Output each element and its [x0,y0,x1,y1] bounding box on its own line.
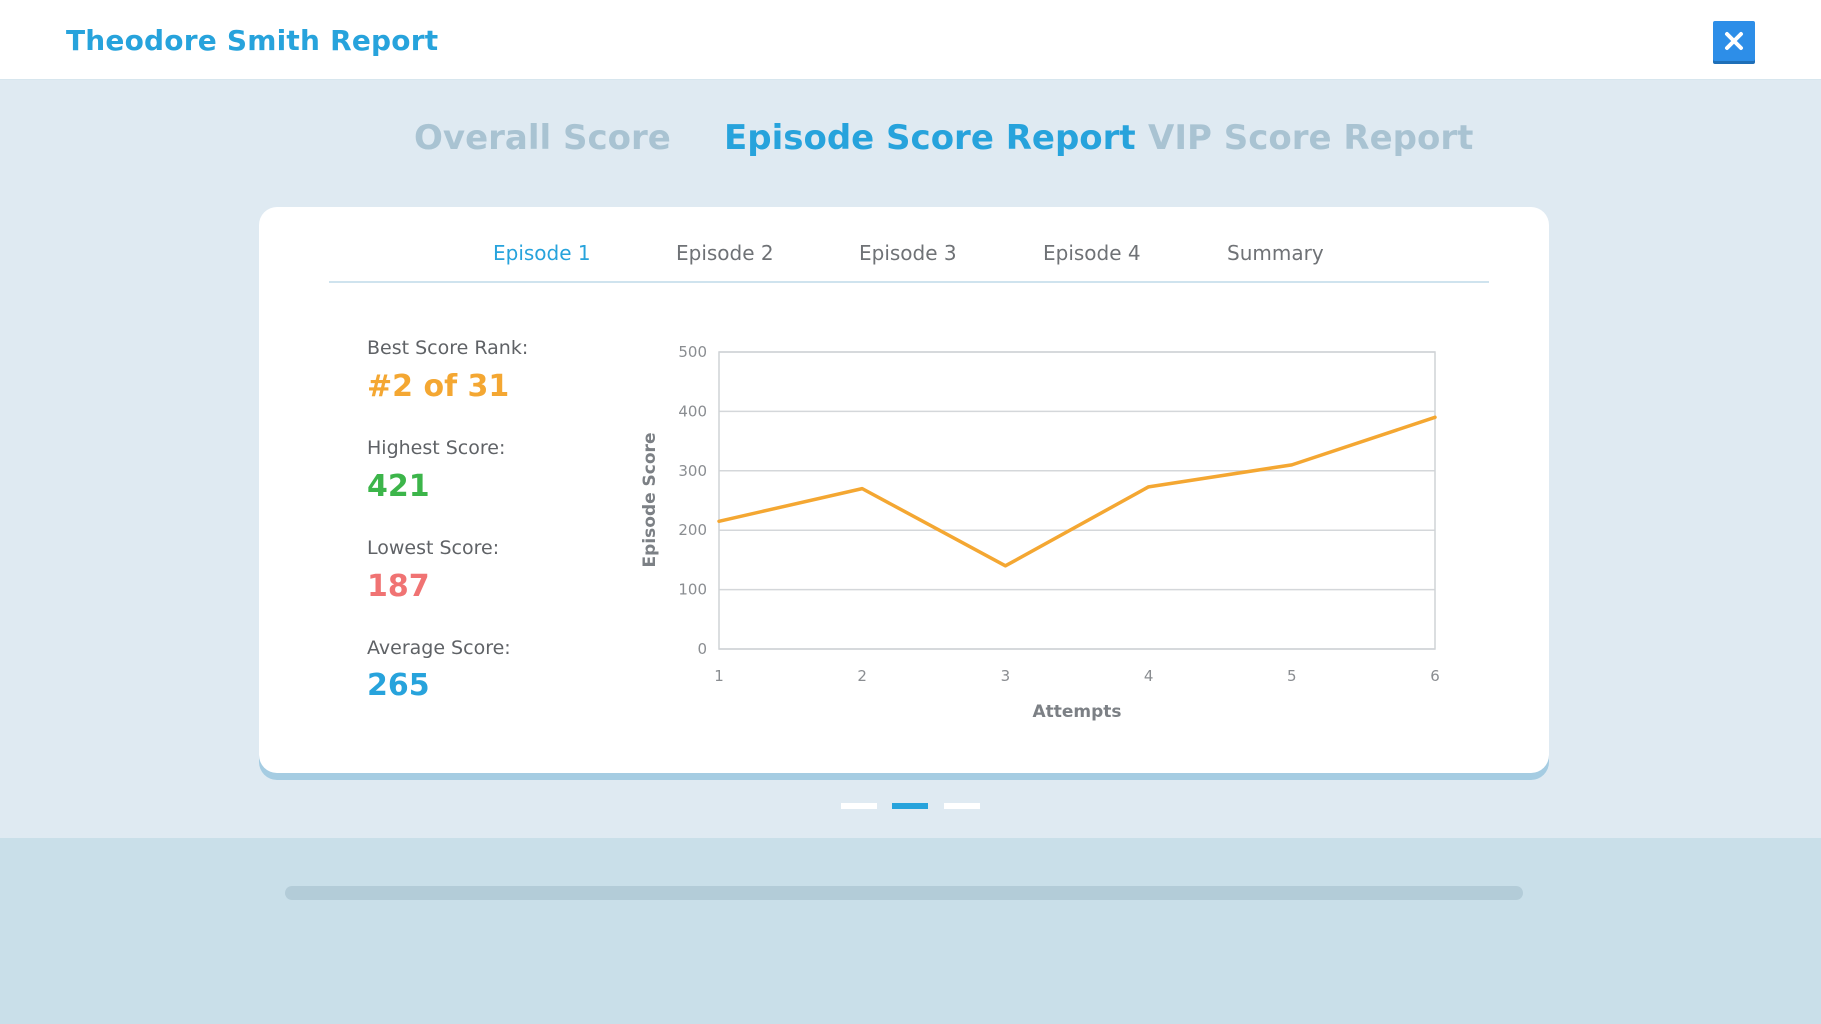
pager-dot-3[interactable] [944,803,980,809]
tab-episode-3[interactable]: Episode 3 [859,241,957,265]
x-axis-label: Attempts [1032,702,1121,722]
lowest-score-label: Lowest Score: [367,537,500,559]
best-rank-value: #2 of 31 [367,369,510,404]
y-axis-label: Episode Score [640,433,660,568]
tab-episode-4[interactable]: Episode 4 [1043,241,1141,265]
report-card: Episode 1 Episode 2 Episode 3 Episode 4 … [259,207,1549,773]
average-score-label: Average Score: [367,637,511,659]
y-tick-label: 0 [697,640,707,658]
tab-episode-2[interactable]: Episode 2 [676,241,774,265]
highest-score-label: Highest Score: [367,437,506,459]
tab-vip-score-report[interactable]: VIP Score Report [1148,118,1474,158]
highest-score-value: 421 [367,469,430,504]
tab-summary[interactable]: Summary [1227,241,1324,265]
x-tick-label: 4 [1144,667,1154,685]
pager-dot-2[interactable] [892,803,928,809]
tab-episode-score-report[interactable]: Episode Score Report [724,118,1136,158]
close-button[interactable] [1713,21,1755,61]
x-tick-label: 6 [1430,667,1440,685]
best-rank-label: Best Score Rank: [367,337,529,359]
series-line [717,415,1437,568]
x-tick-label: 3 [1001,667,1011,685]
pager-dot-1[interactable] [841,803,877,809]
average-score-value: 265 [367,668,430,703]
lowest-score-value: 187 [367,569,430,604]
x-tick-label: 2 [857,667,867,685]
episode-score-chart: 0 100 200 300 400 500 1 2 3 4 5 6 Attempts Episode Sc… [640,343,1440,722]
page-title: Theodore Smith Report [66,24,439,57]
close-icon [1725,32,1743,50]
episode-tabs: Episode 1 Episode 2 Episode 3 Episode 4 … [329,207,1489,283]
x-tick-label: 5 [1287,667,1297,685]
header-bar: Theodore Smith Report [0,0,1821,80]
plot-area [718,351,1436,650]
y-tick-label: 400 [678,402,707,420]
report-tabs: Overall Score Episode Score Report VIP S… [0,118,1821,168]
scrollbar-track[interactable] [285,886,1523,900]
y-tick-label: 300 [678,462,707,480]
x-tick-label: 1 [714,667,724,685]
y-tick-label: 100 [678,581,707,599]
tab-episode-1[interactable]: Episode 1 [493,241,591,265]
tab-overall-score[interactable]: Overall Score [414,118,671,158]
y-tick-label: 200 [678,521,707,539]
y-tick-label: 500 [678,343,707,361]
